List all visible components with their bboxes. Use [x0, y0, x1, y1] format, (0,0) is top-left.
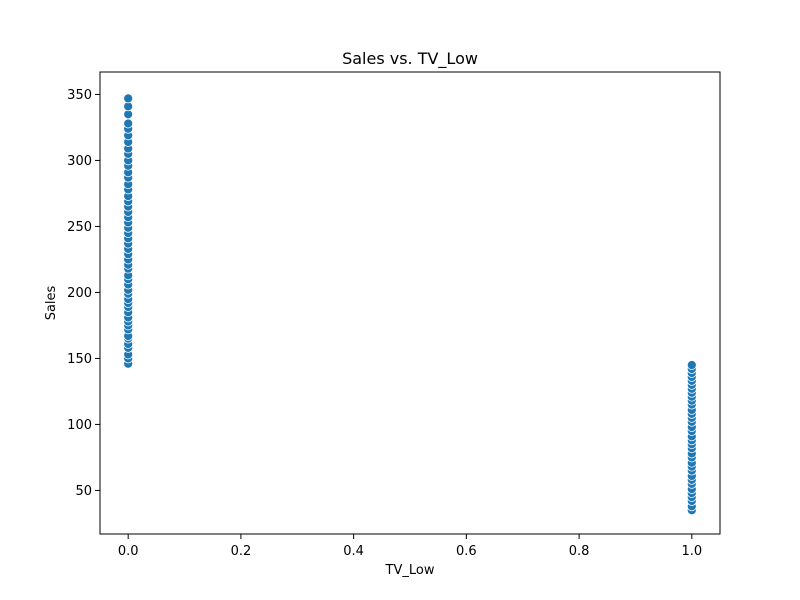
y-axis: 50 100 150 200 250 300 350 — [67, 88, 100, 499]
y-tick-label: 150 — [67, 352, 92, 367]
chart-title: Sales vs. TV_Low — [342, 49, 478, 69]
y-tick-label: 250 — [67, 220, 92, 235]
data-point — [686, 360, 697, 370]
y-tick-label: 200 — [67, 286, 92, 301]
y-tick-label: 300 — [67, 154, 92, 169]
y-tick-label: 50 — [75, 484, 92, 499]
x-tick-label: 0.2 — [231, 544, 252, 559]
y-tick-label: 350 — [67, 88, 92, 103]
x-tick-label: 0.6 — [456, 544, 477, 559]
plot-area — [99, 71, 721, 535]
x-tick-label: 0.4 — [343, 544, 364, 559]
data-points — [123, 93, 697, 516]
y-tick-label: 100 — [67, 418, 92, 433]
x-axis: 0.0 0.2 0.4 0.6 0.8 1.0 — [118, 534, 702, 559]
x-tick-label: 0.8 — [569, 544, 590, 559]
x-axis-label: TV_Low — [385, 563, 435, 578]
data-point — [123, 118, 134, 129]
y-axis-label: Sales — [44, 285, 59, 320]
x-tick-label: 0.0 — [118, 544, 139, 559]
x-tick-label: 1.0 — [681, 544, 702, 559]
data-point — [123, 93, 134, 104]
